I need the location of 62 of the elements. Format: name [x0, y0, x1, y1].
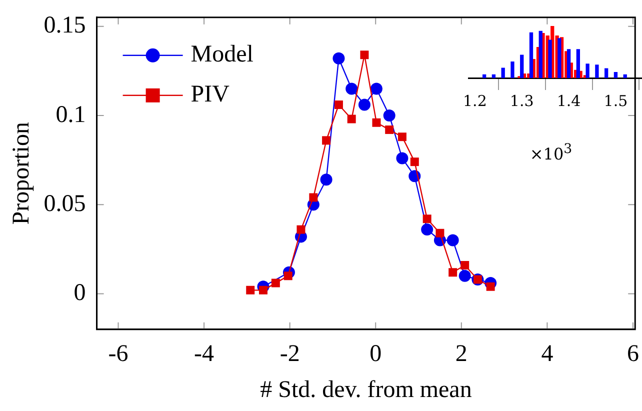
point	[383, 109, 396, 122]
point	[346, 82, 358, 95]
point	[332, 52, 345, 64]
bar	[566, 49, 571, 78]
point	[370, 82, 382, 95]
point	[358, 98, 370, 111]
point	[271, 278, 280, 288]
bar	[604, 68, 608, 78]
point	[410, 158, 419, 166]
y-tick-label: 0.15	[44, 12, 86, 39]
bar	[576, 49, 580, 78]
point	[322, 136, 331, 145]
point	[246, 286, 255, 294]
bar	[520, 54, 524, 78]
legend-label: PIV	[190, 82, 230, 108]
point	[398, 132, 406, 142]
point	[446, 234, 459, 246]
bar	[586, 64, 590, 78]
y-tick-label: 0.1	[56, 102, 86, 128]
x-axis-title: ×10$^{3}$	[528, 142, 574, 164]
point	[396, 152, 408, 164]
x-tick-label: -4	[194, 341, 214, 368]
x-tick-label: -2	[280, 341, 300, 368]
point	[320, 174, 332, 186]
point	[436, 228, 444, 238]
bar	[482, 74, 486, 78]
point	[422, 214, 432, 224]
point	[334, 100, 343, 110]
point	[385, 125, 394, 134]
y-tick-label: 0.05	[44, 190, 86, 217]
y-tick-label: 0	[74, 280, 86, 306]
bar	[492, 74, 496, 78]
x-tick-label: 6	[626, 341, 639, 368]
point	[360, 50, 369, 60]
point	[460, 260, 470, 270]
bar	[548, 40, 552, 78]
x-tick-label: 4	[541, 341, 554, 368]
x-tick-label: 0	[370, 341, 382, 368]
bar	[623, 74, 627, 78]
bar	[538, 30, 542, 78]
bar	[595, 64, 599, 78]
y-axis-title: Proportion	[8, 122, 35, 225]
bar	[529, 32, 534, 78]
point	[458, 270, 471, 282]
x-tick-label: 1.4	[556, 92, 581, 110]
x-tick-label: 1.2	[463, 92, 487, 110]
point	[372, 118, 381, 127]
point	[309, 193, 318, 202]
bar	[558, 38, 562, 78]
point	[421, 224, 434, 236]
legend-label: Model	[190, 42, 254, 68]
x-tick-label: 2	[455, 341, 468, 368]
point	[347, 114, 356, 124]
x-tick-label: 1.3	[510, 92, 534, 110]
point	[296, 225, 306, 234]
bar	[501, 68, 505, 78]
bar	[614, 72, 618, 78]
x-tick-label: -6	[108, 341, 128, 368]
x-tick-label: 1.5	[604, 92, 628, 110]
point	[448, 268, 458, 277]
bar	[510, 62, 514, 78]
x-axis-title: # Std. dev. from mean	[260, 376, 472, 403]
